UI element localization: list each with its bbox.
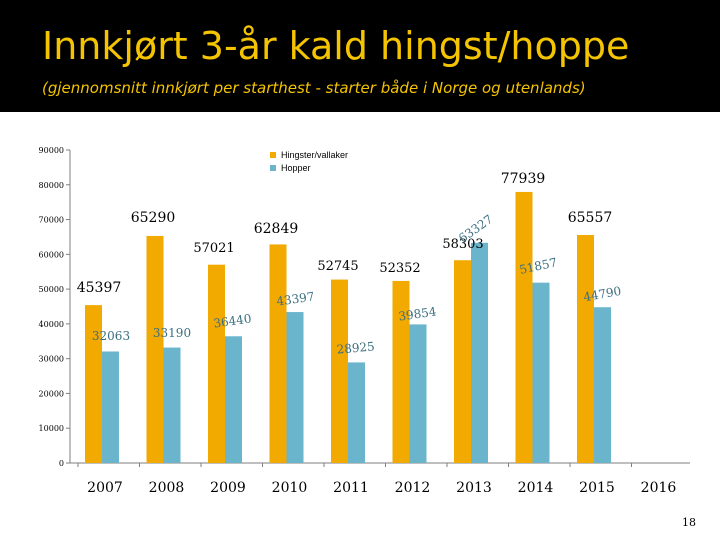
x-tick-label: 2008 [149,480,185,496]
y-tick-label: 20000 [39,389,64,398]
hopper-bar [163,347,181,463]
y-tick-label: 0 [59,459,64,468]
hingster-bar [577,235,594,463]
hingster-bar [454,260,471,463]
hopper-data-label: 43397 [276,289,316,308]
hingster-data-label: 52745 [317,259,358,274]
hopper-data-label: 36440 [213,311,253,330]
y-tick-label: 40000 [39,320,64,329]
hingster-data-label: 45397 [77,280,122,296]
legend-swatch-hingster [270,152,276,158]
slide-subtitle: (gjennomsnitt innkjørt per starthest - s… [42,79,586,97]
x-tick-label: 2014 [518,480,554,496]
hingster-data-label: 77939 [501,171,546,187]
page-number: 18 [682,516,696,529]
y-tick-label: 50000 [39,285,64,294]
hopper-bar [348,362,365,463]
hopper-data-label: 39854 [398,304,438,323]
hingster-data-label: 65557 [568,210,613,226]
x-tick-label: 2013 [456,480,492,496]
x-tick-label: 2012 [395,480,431,496]
hopper-bar [471,242,488,463]
hingster-bar [208,264,225,463]
hingster-data-label: 58303 [442,237,483,252]
x-tick-label: 2016 [641,480,677,496]
hopper-bar [409,324,427,463]
hingster-bar [85,305,102,463]
hopper-bar [102,351,119,463]
hingster-data-label: 62849 [254,221,299,237]
slide-title: Innkjørt 3-år kald hingst/hoppe [42,24,630,68]
legend-swatch-hopper [270,165,276,171]
hingster-data-label: 52352 [379,261,420,276]
x-tick-label: 2007 [87,480,123,496]
hingster-bar [146,235,164,463]
x-tick-label: 2009 [210,480,246,496]
x-tick-label: 2015 [579,480,615,496]
x-tick-label: 2010 [272,480,308,496]
hopper-bar [532,282,550,463]
hingster-bar [392,280,410,463]
hopper-data-label: 32063 [92,329,130,343]
hopper-bar [225,336,242,463]
legend-label-hingster: Hingster/vallaker [281,150,348,160]
hingster-bar [331,279,348,463]
hingster-data-label: 65290 [131,210,176,226]
x-tick-label: 2011 [333,480,369,496]
hopper-data-label: 28925 [336,339,375,356]
hopper-data-label: 33190 [153,326,191,340]
hopper-data-label: 44790 [582,284,622,304]
hopper-bar [594,307,611,463]
hopper-bar [286,312,304,463]
title-banner [0,0,720,112]
y-tick-label: 60000 [39,250,64,259]
y-tick-label: 30000 [39,355,64,364]
hingster-bar [269,244,287,463]
y-tick-label: 70000 [39,216,64,225]
hingster-bar [515,191,533,463]
y-tick-label: 10000 [39,424,64,433]
legend-label-hopper: Hopper [281,163,311,173]
y-tick-label: 80000 [39,181,64,190]
hingster-data-label: 57021 [193,241,234,256]
y-tick-label: 90000 [39,146,64,155]
